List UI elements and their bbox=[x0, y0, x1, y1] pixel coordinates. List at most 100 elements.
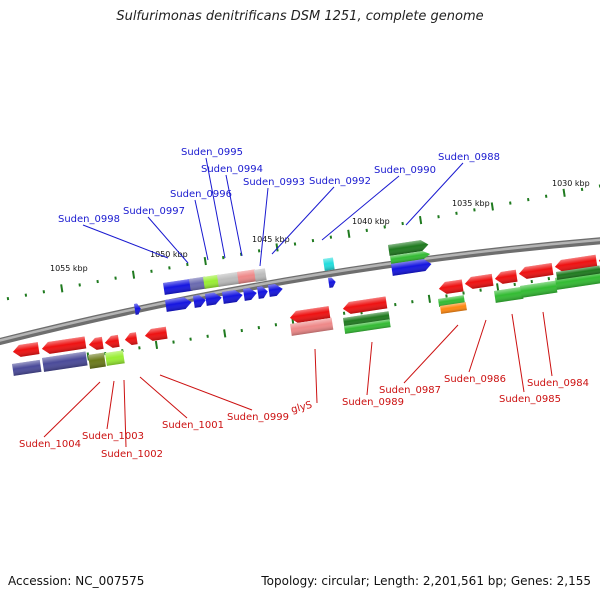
scale-label: 1055 kbp bbox=[50, 264, 88, 273]
scale-tick bbox=[275, 243, 279, 252]
gene-label: Suden_1001 bbox=[162, 420, 224, 431]
scale-label: 1030 kbp bbox=[552, 179, 590, 188]
gene-arrow bbox=[438, 279, 464, 294]
gene-label: Suden_0986 bbox=[444, 374, 506, 385]
leader-line bbox=[405, 162, 464, 226]
scale-tick bbox=[580, 187, 584, 192]
gene-arrow bbox=[134, 303, 141, 315]
scale-tick bbox=[240, 328, 243, 333]
scale-tick bbox=[383, 225, 386, 229]
gene-label: Suden_1004 bbox=[19, 439, 81, 450]
scale-tick bbox=[490, 202, 494, 211]
scale-tick bbox=[6, 296, 10, 301]
gene-arrow bbox=[193, 295, 206, 308]
gene-arrow bbox=[494, 269, 518, 284]
gene-arrow bbox=[124, 332, 138, 345]
gene-block bbox=[555, 271, 600, 290]
leader-line bbox=[314, 348, 318, 404]
gene-arrow bbox=[222, 290, 243, 304]
scale-tick bbox=[96, 279, 99, 284]
scale-tick bbox=[293, 242, 297, 246]
scale-tick bbox=[78, 283, 81, 287]
gene-label: glyS bbox=[290, 400, 314, 416]
gene-arrow bbox=[88, 336, 104, 350]
leader-line bbox=[205, 157, 226, 259]
gene-label: Suden_0997 bbox=[123, 206, 185, 217]
gene-arrow bbox=[243, 288, 257, 301]
scale-tick bbox=[479, 288, 482, 292]
scale-tick bbox=[365, 228, 368, 232]
leader-line bbox=[511, 313, 525, 393]
scale-tick bbox=[419, 216, 423, 225]
gene-block bbox=[203, 274, 221, 289]
gene-block bbox=[520, 280, 558, 298]
scale-tick bbox=[222, 256, 225, 260]
gene-block bbox=[290, 317, 334, 336]
gene-arrow bbox=[388, 240, 429, 256]
gene-block bbox=[105, 350, 125, 366]
scale-tick bbox=[598, 184, 600, 188]
leader-line bbox=[542, 311, 553, 377]
label-leaders bbox=[43, 157, 553, 448]
gene-arrow bbox=[391, 259, 432, 276]
scale-tick bbox=[462, 291, 465, 295]
scale-tick bbox=[223, 329, 227, 338]
gene-arrow bbox=[518, 262, 554, 279]
gene-label: Suden_0996 bbox=[170, 189, 232, 200]
scale-tick bbox=[496, 283, 500, 292]
scale-tick bbox=[189, 337, 192, 341]
gene-label: Suden_0995 bbox=[181, 147, 243, 158]
scale-tick bbox=[427, 294, 431, 303]
gene-label: Suden_1003 bbox=[82, 431, 144, 442]
gene-block bbox=[344, 319, 391, 334]
topology-summary: Topology: circular; Length: 2,201,561 bp… bbox=[261, 574, 591, 588]
gene-arrow bbox=[342, 296, 388, 314]
leader-line bbox=[43, 381, 101, 438]
scale-tick bbox=[311, 238, 315, 243]
accession-text: Accession: NC_007575 bbox=[8, 574, 145, 588]
scale-tick bbox=[509, 201, 512, 205]
scale-labels: 1030 kbp 1035 kbp 1040 kbp 1045 kbp 1050 kbp… bbox=[50, 179, 590, 273]
gene-arrow bbox=[464, 273, 494, 289]
gene-block bbox=[217, 271, 241, 287]
gene-arrow bbox=[289, 306, 331, 323]
scale-tick bbox=[168, 266, 171, 270]
scale-tick bbox=[401, 221, 404, 226]
gene-label: Suden_0987 bbox=[379, 385, 441, 396]
leader-line bbox=[194, 199, 209, 261]
gene-label: Suden_0999 bbox=[227, 412, 289, 423]
leader-line bbox=[106, 380, 115, 430]
gene-block bbox=[189, 276, 207, 291]
leader-line bbox=[403, 324, 459, 384]
gene-block bbox=[163, 278, 193, 295]
gene-label: Suden_0992 bbox=[309, 176, 371, 187]
scale-tick bbox=[473, 208, 476, 212]
scale-tick bbox=[203, 256, 207, 266]
gene-block bbox=[237, 269, 257, 284]
scale-tick bbox=[186, 262, 189, 267]
gene-label: Suden_0985 bbox=[499, 394, 561, 405]
gene-arrow bbox=[268, 283, 283, 297]
leader-line bbox=[225, 174, 243, 257]
gene-block bbox=[440, 302, 467, 314]
scale-label: 1045 kbp bbox=[252, 235, 290, 244]
leader-line bbox=[259, 187, 269, 267]
scale-tick bbox=[530, 279, 533, 284]
gene-arrow bbox=[390, 251, 431, 264]
gene-label: Suden_0993 bbox=[243, 177, 305, 188]
leader-line bbox=[159, 374, 253, 411]
gene-block bbox=[12, 359, 42, 376]
map-title: Sulfurimonas denitrificans DSM 1251, com… bbox=[116, 9, 484, 24]
scale-tick bbox=[437, 215, 440, 219]
gene-block bbox=[42, 351, 88, 372]
gene-label: Suden_1002 bbox=[101, 449, 163, 460]
scale-tick bbox=[544, 194, 548, 198]
gene-arrow bbox=[205, 292, 222, 306]
gene-label: Suden_0998 bbox=[58, 214, 120, 225]
gene-features bbox=[12, 240, 600, 376]
scale-tick bbox=[206, 334, 209, 338]
gene-block bbox=[494, 286, 524, 303]
scale-tick bbox=[394, 302, 397, 307]
